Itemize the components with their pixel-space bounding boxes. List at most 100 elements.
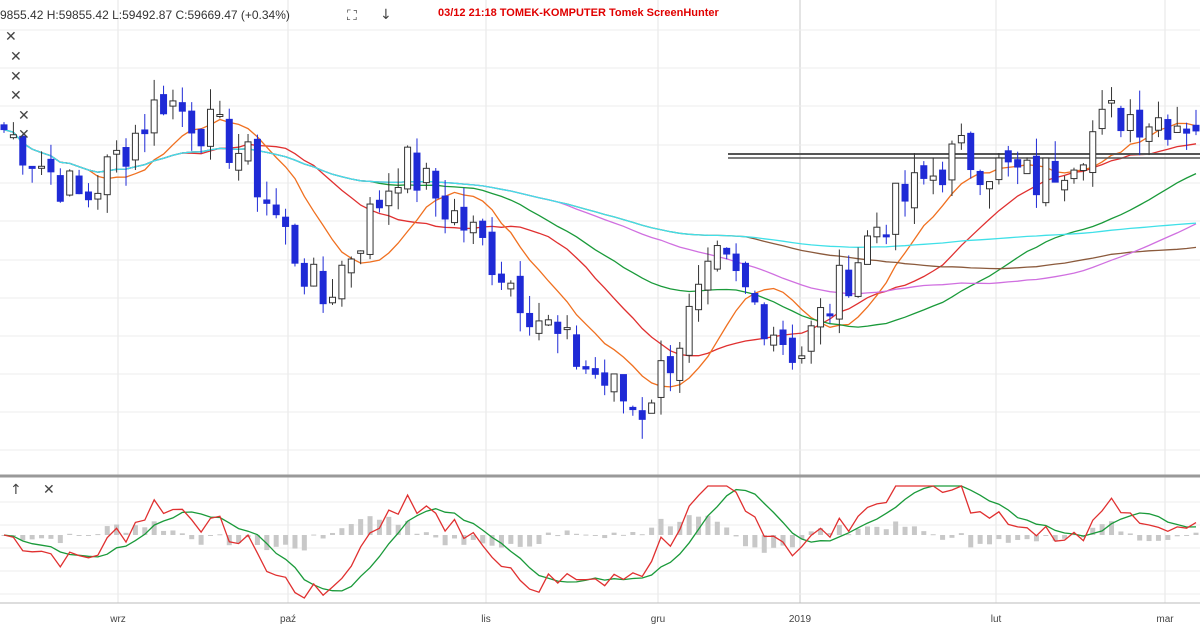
- signal-line: [3, 485, 1197, 592]
- histogram-bar: [29, 535, 35, 540]
- candle: [986, 181, 994, 209]
- candle: [432, 168, 440, 217]
- candle: [770, 326, 778, 352]
- candle: [404, 145, 412, 194]
- histogram-bar: [39, 535, 45, 539]
- candle: [66, 169, 74, 197]
- histogram-bar: [583, 534, 589, 536]
- histogram-bar: [639, 534, 645, 536]
- candle: [272, 188, 280, 219]
- candle: [19, 134, 27, 175]
- arrow-down-icon[interactable]: ↓: [380, 7, 392, 23]
- candle: [75, 169, 83, 195]
- candle: [845, 255, 853, 298]
- candle: [9, 122, 17, 140]
- histogram-bar: [1193, 532, 1199, 535]
- histogram-bar: [1071, 534, 1077, 536]
- histogram-bar: [696, 516, 702, 535]
- histogram-bar: [452, 535, 458, 539]
- candle: [516, 261, 524, 332]
- histogram-bar: [705, 515, 711, 535]
- candle: [1117, 105, 1125, 138]
- x-tick-label: paź: [280, 614, 296, 625]
- moving-averages: [3, 118, 1197, 388]
- histogram-bar: [611, 532, 617, 535]
- candle: [741, 261, 749, 294]
- histogram-bar: [742, 535, 748, 547]
- histogram-bar: [846, 534, 852, 536]
- arrow-up-icon[interactable]: ↑: [10, 482, 22, 498]
- x-tick-label: mar: [1156, 614, 1174, 625]
- expand-icon[interactable]: ⛶: [347, 8, 357, 24]
- candle: [206, 89, 214, 160]
- histogram-bar: [461, 535, 467, 545]
- candle: [300, 258, 308, 295]
- x-tick-label: 2019: [789, 614, 812, 625]
- candle: [488, 217, 496, 286]
- candle: [723, 247, 731, 260]
- candle: [1042, 157, 1050, 207]
- histogram-bar: [1043, 535, 1049, 536]
- candle: [1192, 109, 1200, 136]
- close-icon[interactable]: ✕: [10, 88, 22, 104]
- close-icon[interactable]: ✕: [10, 49, 22, 65]
- x-tick-label: lis: [481, 614, 490, 625]
- histogram-bar: [114, 524, 120, 535]
- histogram-bar: [442, 535, 448, 546]
- close-icon[interactable]: ✕: [10, 69, 22, 85]
- histogram-bar: [254, 535, 260, 545]
- candle: [375, 190, 383, 213]
- histogram-bar: [179, 533, 185, 535]
- histogram-bar: [10, 535, 16, 536]
- candle: [591, 357, 599, 379]
- close-icon[interactable]: ✕: [5, 29, 17, 45]
- close-icon[interactable]: ✕: [18, 127, 30, 143]
- candle: [216, 100, 224, 119]
- histogram-bar: [480, 535, 486, 544]
- candle: [1154, 101, 1162, 138]
- candle: [601, 359, 609, 396]
- candle: [94, 175, 102, 210]
- histogram-bar: [968, 535, 974, 548]
- histogram-bar: [386, 516, 392, 535]
- histogram-bar: [85, 535, 91, 536]
- close-icon[interactable]: ✕: [18, 108, 30, 124]
- histogram-bar: [48, 535, 54, 539]
- histogram-bar: [574, 533, 580, 535]
- histogram-bar: [104, 526, 110, 535]
- candle: [113, 140, 121, 173]
- histogram-bar: [1118, 531, 1124, 535]
- candle: [441, 180, 449, 234]
- candle: [920, 161, 928, 185]
- histogram-bar: [940, 535, 946, 540]
- histogram-bar: [836, 524, 842, 535]
- candle: [892, 182, 900, 251]
- candle: [84, 183, 92, 208]
- candle: [957, 123, 965, 150]
- candle: [385, 173, 393, 225]
- close-icon[interactable]: ✕: [43, 482, 55, 498]
- histogram-bar: [348, 524, 354, 535]
- candle: [1098, 90, 1106, 135]
- candle: [451, 198, 459, 226]
- histogram-bar: [414, 533, 420, 535]
- histogram-bar: [911, 526, 917, 535]
- candle: [507, 280, 515, 297]
- candle: [0, 122, 8, 133]
- histogram-bar: [339, 528, 345, 535]
- candle: [873, 212, 881, 244]
- candle: [817, 298, 825, 345]
- candle: [329, 279, 337, 305]
- candle: [282, 208, 290, 245]
- histogram-bar: [602, 535, 608, 539]
- histogram-bar: [761, 535, 767, 553]
- histogram-bar: [395, 524, 401, 535]
- histogram-bar: [799, 535, 805, 540]
- candle: [648, 399, 656, 414]
- candle: [422, 162, 430, 190]
- candle: [563, 315, 571, 340]
- histogram-bar: [977, 535, 983, 544]
- histogram-bar: [1165, 535, 1171, 540]
- support-line[interactable]: [728, 153, 1200, 159]
